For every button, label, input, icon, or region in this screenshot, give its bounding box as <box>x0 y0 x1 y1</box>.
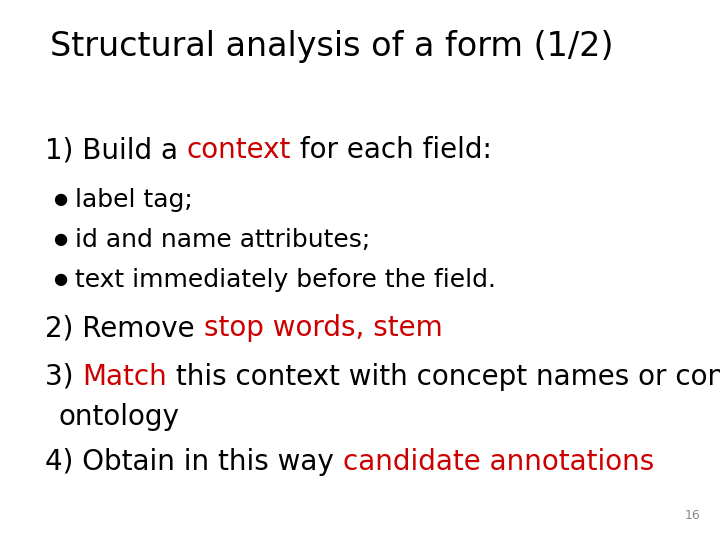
Text: context: context <box>187 136 292 164</box>
Text: id and name attributes;: id and name attributes; <box>75 228 370 252</box>
Text: ●: ● <box>53 192 67 207</box>
Text: for each field:: for each field: <box>292 136 492 164</box>
Text: Match: Match <box>82 363 167 391</box>
Text: this context with concept names or concept: this context with concept names or conce… <box>167 363 720 391</box>
Text: label tag;: label tag; <box>75 188 193 212</box>
Text: stop words, stem: stop words, stem <box>204 314 442 342</box>
Text: 3): 3) <box>45 363 82 391</box>
Text: 16: 16 <box>684 509 700 522</box>
Text: candidate annotations: candidate annotations <box>343 448 654 476</box>
Text: 2) Remove: 2) Remove <box>45 314 204 342</box>
Text: ●: ● <box>53 233 67 247</box>
Text: Structural analysis of a form (1/2): Structural analysis of a form (1/2) <box>50 30 613 63</box>
Text: ●: ● <box>53 273 67 287</box>
Text: 4) Obtain in this way: 4) Obtain in this way <box>45 448 343 476</box>
Text: 1) Build a: 1) Build a <box>45 136 187 164</box>
Text: ontology: ontology <box>58 403 179 431</box>
Text: text immediately before the field.: text immediately before the field. <box>75 268 496 292</box>
